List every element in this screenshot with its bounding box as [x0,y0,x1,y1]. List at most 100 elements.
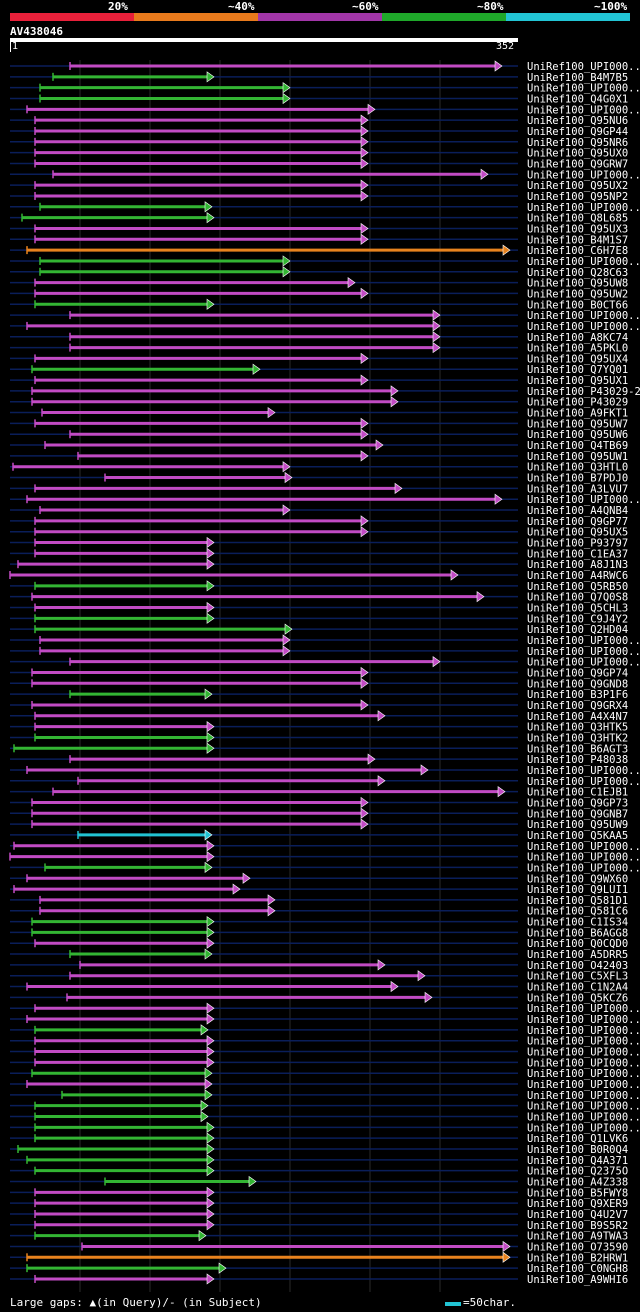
hit-row[interactable]: UniRef100_UPI000.. [10,861,640,874]
hit-label[interactable]: UniRef100_Q7YQ01 [527,364,628,376]
hit-label[interactable]: UniRef100_A8KC74 [527,332,628,344]
hit-row[interactable]: UniRef100_Q28C63 [10,266,628,279]
hit-row[interactable]: UniRef100_UPI000.. [10,201,640,214]
hit-label[interactable]: UniRef100_UPI000.. [527,1036,640,1048]
hit-row[interactable]: UniRef100_A5PKL0 [10,341,628,355]
hit-row[interactable]: UniRef100_Q5KAA5 [10,829,628,842]
hit-row[interactable]: UniRef100_Q95UX5 [10,526,628,539]
hit-row[interactable]: UniRef100_A4X4N7 [10,710,628,723]
hit-row[interactable]: UniRef100_UPI000.. [10,1045,640,1059]
hit-row[interactable]: UniRef100_UPI000.. [10,493,640,506]
hit-row[interactable]: UniRef100_Q9GP44 [10,125,628,138]
hit-row[interactable]: UniRef100_C1EJB1 [10,786,628,799]
hit-row[interactable]: UniRef100_A8KC74 [10,331,628,344]
hit-label[interactable]: UniRef100_Q3HTL0 [527,462,628,474]
hit-label[interactable]: UniRef100_UPI000.. [527,1122,640,1134]
hit-row[interactable]: UniRef100_Q95UX4 [10,352,628,365]
hit-row[interactable]: UniRef100_B4M1S7 [10,233,628,246]
hit-label[interactable]: UniRef100_Q4TB69 [527,440,628,452]
hit-row[interactable]: UniRef100_Q2HD04 [10,623,628,636]
hit-row[interactable]: UniRef100_B0R0Q4 [10,1143,628,1156]
hit-label[interactable]: UniRef100_Q9GP44 [527,126,628,138]
hit-label[interactable]: UniRef100_A5PKL0 [527,343,628,355]
hit-label[interactable]: UniRef100_Q7Q0S8 [527,592,628,604]
hit-row[interactable]: UniRef100_UPI000.. [10,309,640,322]
hit-label[interactable]: UniRef100_UPI000.. [527,61,640,73]
hit-label[interactable]: UniRef100_UPI000.. [527,169,640,181]
hit-label[interactable]: UniRef100_Q95UX5 [527,527,628,539]
hit-label[interactable]: UniRef100_Q95UW6 [527,429,628,441]
hit-label[interactable]: UniRef100_Q95UX4 [527,353,628,365]
hit-row[interactable]: UniRef100_UPI000.. [10,82,640,95]
hit-label[interactable]: UniRef100_UPI000.. [527,635,640,647]
hit-row[interactable]: UniRef100_Q9GRX4 [10,699,628,712]
hit-row[interactable]: UniRef100_C1IS34 [10,915,628,929]
hit-row[interactable]: UniRef100_UPI000.. [10,645,640,658]
hit-label[interactable]: UniRef100_Q5KCZ6 [527,992,628,1004]
hit-row[interactable]: UniRef100_A5DRR5 [10,948,628,961]
hit-label[interactable]: UniRef100_A5DRR5 [527,949,628,961]
hit-label[interactable]: UniRef100_A4QNB4 [527,505,628,517]
hit-label[interactable]: UniRef100_Q9GRX4 [527,700,628,712]
hit-label[interactable]: UniRef100_C1EA37 [527,548,628,560]
hit-label[interactable]: UniRef100_UPI000.. [527,646,640,658]
hit-row[interactable]: UniRef100_Q4U2V7 [10,1208,628,1221]
hit-label[interactable]: UniRef100_Q95UX3 [527,223,628,235]
hit-row[interactable]: UniRef100_Q5CHL3 [10,601,628,615]
hit-row[interactable]: UniRef100_Q4A371 [10,1154,628,1167]
hit-label[interactable]: UniRef100_C1N2A4 [527,982,628,994]
hit-row[interactable]: UniRef100_Q95UW7 [10,417,628,430]
hit-label[interactable]: UniRef100_O73590 [527,1241,628,1253]
hit-row[interactable]: UniRef100_Q95UX1 [10,374,628,387]
hit-row[interactable]: UniRef100_UPI000.. [10,1056,640,1069]
hit-label[interactable]: UniRef100_B7PDJ0 [527,473,628,485]
hit-row[interactable]: UniRef100_B6AGT3 [10,742,628,755]
hit-row[interactable]: UniRef100_Q7Q0S8 [10,591,628,604]
hit-label[interactable]: UniRef100_UPI000.. [527,657,640,669]
hit-label[interactable]: UniRef100_B6AGG8 [527,927,628,939]
hit-row[interactable]: UniRef100_UPI000.. [10,255,640,268]
hit-label[interactable]: UniRef100_UPI000.. [527,494,640,506]
hit-row[interactable]: UniRef100_UPI000.. [10,1035,640,1048]
hit-label[interactable]: UniRef100_Q9WX60 [527,873,628,885]
hit-row[interactable]: UniRef100_UPI000.. [10,1121,640,1134]
hit-row[interactable]: UniRef100_C1EA37 [10,547,628,560]
hit-label[interactable]: UniRef100_Q3HTK2 [527,732,628,744]
hit-row[interactable]: UniRef100_UPI000.. [10,1089,640,1102]
hit-label[interactable]: UniRef100_UPI000.. [527,1068,640,1080]
hit-row[interactable]: UniRef100_C6H7E8 [10,244,628,257]
hit-label[interactable]: UniRef100_UPI000.. [527,765,640,777]
hit-label[interactable]: UniRef100_Q95UW2 [527,288,628,300]
hit-row[interactable]: UniRef100_C0NGH8 [10,1262,628,1275]
hit-label[interactable]: UniRef100_Q9LUI1 [527,884,628,896]
hit-label[interactable]: UniRef100_Q9GRW7 [527,158,628,170]
hit-row[interactable]: UniRef100_Q0CQD0 [10,937,628,950]
hit-label[interactable]: UniRef100_B3P1F6 [527,689,628,701]
hit-label[interactable]: UniRef100_Q2HD04 [527,624,628,636]
hit-row[interactable]: UniRef100_Q1LVK6 [10,1132,628,1145]
hit-row[interactable]: UniRef100_Q9LUI1 [10,883,628,896]
hit-label[interactable]: UniRef100_C0NGH8 [527,1263,628,1275]
hit-row[interactable]: UniRef100_B5FWY8 [10,1186,628,1199]
hit-label[interactable]: UniRef100_Q95NR6 [527,137,628,149]
hit-label[interactable]: UniRef100_Q95UW9 [527,819,628,831]
hit-row[interactable]: UniRef100_Q7YQ01 [10,363,628,376]
hit-row[interactable]: UniRef100_B9S5R2 [10,1219,628,1232]
hit-label[interactable]: UniRef100_O42403 [527,960,628,972]
hit-label[interactable]: UniRef100_Q9GNB7 [527,808,628,820]
hit-label[interactable]: UniRef100_B9S5R2 [527,1220,628,1232]
hit-row[interactable]: UniRef100_Q95UW1 [10,450,628,463]
hit-row[interactable]: UniRef100_Q9XER9 [10,1197,628,1210]
hit-row[interactable]: UniRef100_Q3HTK5 [10,721,628,734]
hit-label[interactable]: UniRef100_A4Z338 [527,1176,628,1188]
hit-row[interactable]: UniRef100_O73590 [10,1240,628,1253]
hit-label[interactable]: UniRef100_Q4G0X1 [527,93,628,105]
hit-label[interactable]: UniRef100_A4X4N7 [527,711,628,723]
hit-row[interactable]: UniRef100_A9FKT1 [10,406,628,420]
hit-label[interactable]: UniRef100_Q9GND8 [527,678,628,690]
hit-label[interactable]: UniRef100_UPI000.. [527,1090,640,1102]
hit-row[interactable]: UniRef100_UPI000.. [10,320,640,333]
hit-label[interactable]: UniRef100_Q95UW1 [527,451,628,463]
hit-label[interactable]: UniRef100_A9WHI6 [527,1274,628,1286]
hit-row[interactable]: UniRef100_A9WHI6 [10,1273,628,1286]
